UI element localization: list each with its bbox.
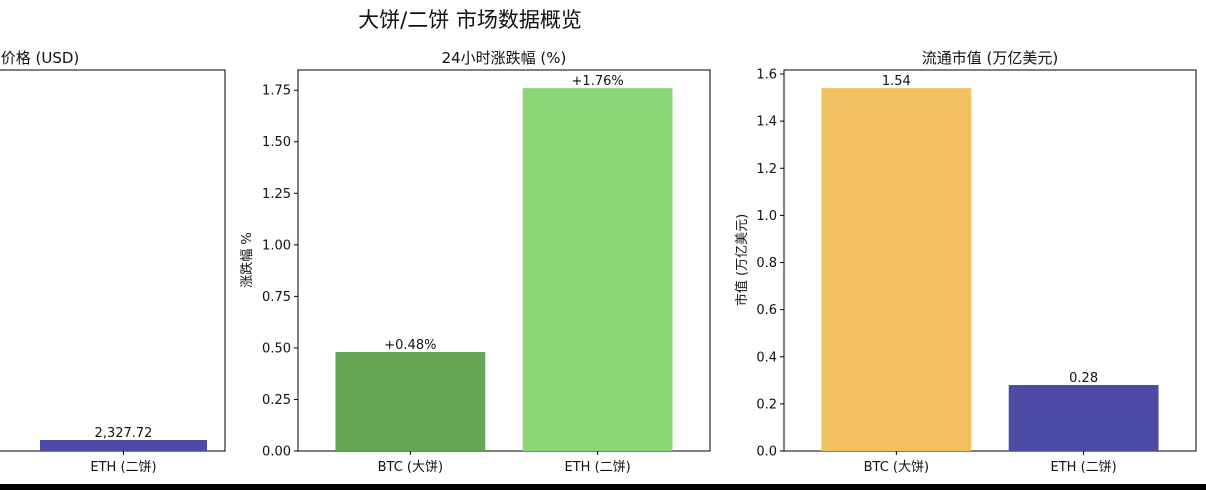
- price-bar-eth: [40, 440, 207, 451]
- marketcap-ytick-label-2: 0.4: [756, 350, 777, 365]
- marketcap-ytick-label-7: 1.4: [756, 115, 777, 130]
- marketcap-y-axis-label: 市值 (万亿美元): [734, 214, 750, 306]
- change-bar-label-1: +1.76%: [572, 74, 624, 89]
- change-ytick-label-1: 0.25: [262, 393, 291, 408]
- marketcap-chart: 0.0 0.2 0.4 0.6 0.8 1.0 1.2 1.4 1.6 1.54 BTC (大饼)…: [734, 68, 1197, 475]
- price-chart: 2,327.72 ETH (二饼): [0, 69, 226, 475]
- marketcap-y-axis: 0.0 0.2 0.4 0.6 0.8 1.0 1.2 1.4 1.6: [756, 68, 784, 460]
- bottom-border: [0, 484, 1206, 490]
- change-xtick-label-0: BTC (大饼): [378, 460, 443, 475]
- change-ytick-label-4: 1.00: [262, 238, 291, 253]
- figure-title: 大饼/二饼 市场数据概览: [358, 8, 582, 32]
- marketcap-bar-label-0: 1.54: [882, 74, 911, 89]
- change-bar-label-0: +0.48%: [384, 338, 436, 353]
- change-xtick-label-1: ETH (二饼): [565, 460, 631, 475]
- marketcap-bar-1: [1008, 385, 1159, 451]
- marketcap-xtick-label-1: ETH (二饼): [1051, 460, 1117, 475]
- change-ytick-label-5: 1.25: [262, 187, 291, 202]
- price-bar-label-eth: 2,327.72: [95, 426, 153, 441]
- change-y-axis-label: 涨跌幅 %: [239, 232, 255, 288]
- change-ytick-label-0: 0.00: [262, 445, 291, 460]
- marketcap-xtick-label-0: BTC (大饼): [864, 460, 929, 475]
- marketcap-ytick-label-0: 0.0: [756, 445, 777, 460]
- change-chart: 0.00 0.25 0.50 0.75 1.00 1.25 1.50 1.75 +0.48% B…: [239, 69, 711, 475]
- change-bars: +0.48% BTC (大饼) +1.76% ETH (二饼): [335, 74, 673, 475]
- change-plot-frame: [297, 69, 711, 452]
- marketcap-ytick-label-4: 0.8: [756, 256, 777, 271]
- marketcap-bars: 1.54 BTC (大饼) 0.28 ETH (二饼): [821, 74, 1159, 475]
- change-bar-0: [335, 352, 486, 451]
- change-chart-title: 24小时涨跌幅 (%): [441, 49, 567, 67]
- marketcap-ytick-label-3: 0.6: [756, 303, 777, 318]
- marketcap-ytick-label-1: 0.2: [756, 397, 777, 412]
- change-y-axis: 0.00 0.25 0.50 0.75 1.00 1.25 1.50 1.75: [262, 84, 298, 460]
- change-ytick-label-3: 0.75: [262, 290, 291, 305]
- change-ytick-label-7: 1.75: [262, 84, 291, 99]
- change-bar-1: [522, 88, 673, 452]
- marketcap-bar-0: [821, 88, 972, 452]
- marketcap-plot-frame: [783, 69, 1197, 452]
- marketcap-chart-title: 流通市值 (万亿美元): [921, 49, 1059, 67]
- marketcap-ytick-label-6: 1.2: [756, 162, 777, 177]
- price-chart-title: 价格 (USD): [0, 49, 80, 67]
- marketcap-bar-label-1: 0.28: [1069, 371, 1098, 386]
- marketcap-ytick-label-8: 1.6: [756, 68, 777, 83]
- change-ytick-label-2: 0.50: [262, 341, 291, 356]
- marketcap-ytick-label-5: 1.0: [756, 209, 777, 224]
- change-ytick-label-6: 1.50: [262, 135, 291, 150]
- price-plot-frame: [0, 69, 226, 452]
- price-xtick-label-eth: ETH (二饼): [90, 460, 156, 475]
